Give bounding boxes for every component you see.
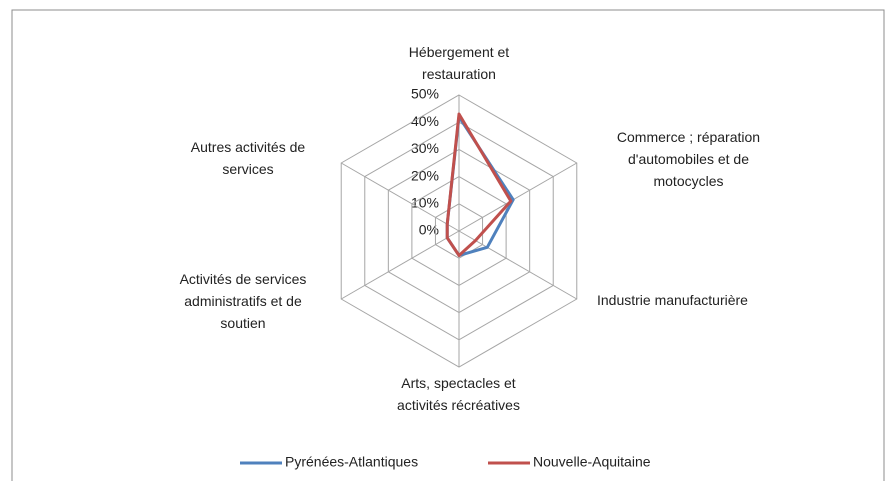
category-label: Activités de services administratifs et … (179, 271, 307, 331)
y-tick-label: 10% (411, 195, 439, 211)
chart-frame (11, 9, 885, 481)
category-label: Hébergement et restauration (408, 44, 510, 82)
y-tick-label: 40% (411, 113, 439, 129)
spoke (340, 230, 460, 300)
y-tick-label: 50% (411, 86, 439, 102)
legend-label: Pyrénées-Atlantiques (285, 454, 418, 470)
legend-label: Nouvelle-Aquitaine (533, 454, 651, 470)
category-label: Arts, spectacles et activités récréative… (397, 375, 520, 413)
spoke (458, 162, 578, 232)
series-line (445, 112, 513, 257)
y-tick-label: 0% (419, 222, 439, 238)
spoke (458, 230, 578, 300)
spoke (340, 162, 460, 232)
category-label: Autres activités de services (190, 139, 306, 177)
category-label: Commerce ; réparation d'automobiles et d… (616, 129, 761, 189)
y-tick-label: 20% (411, 167, 439, 183)
category-label: Industrie manufacturière (597, 292, 748, 308)
y-tick-label: 30% (411, 140, 439, 156)
